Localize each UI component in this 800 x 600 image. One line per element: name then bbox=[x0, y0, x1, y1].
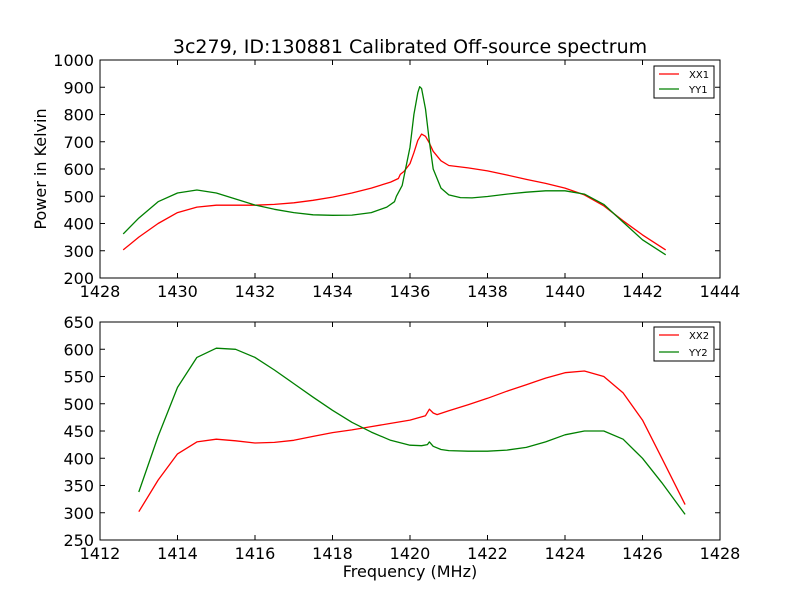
top-x-tick-label: 1440 bbox=[545, 282, 586, 301]
top-y-tick-label: 600 bbox=[63, 160, 94, 179]
top-x-tick-label: 1442 bbox=[622, 282, 663, 301]
bottom-x-tick-label: 1412 bbox=[80, 544, 121, 563]
bottom-y-tick-label: 400 bbox=[63, 449, 94, 468]
top-series-line-xx1 bbox=[122, 133, 667, 251]
top-legend-label-xx1: XX1 bbox=[689, 70, 709, 81]
top-y-tick-label: 900 bbox=[63, 78, 94, 97]
bottom-x-tick-label: 1422 bbox=[467, 544, 508, 563]
top-ticks-layer: 1428 1430 1432 1434 1436 1438 1440 1442 1444 200 3… bbox=[53, 51, 740, 301]
bottom-plot-panel: Frequency (MHz) 1412 1414 1416 1418 1420 1422… bbox=[63, 313, 740, 581]
bottom-y-tick-label: 650 bbox=[63, 313, 94, 332]
figure-title: 3c279, ID:130881 Calibrated Off-source s… bbox=[173, 36, 647, 58]
bottom-legend-label-xx2: XX2 bbox=[689, 331, 709, 342]
bottom-y-tick-label: 300 bbox=[63, 504, 94, 523]
top-x-tick-label: 1444 bbox=[700, 282, 741, 301]
bottom-x-tick-label: 1416 bbox=[235, 544, 276, 563]
bottom-x-tick-label: 1418 bbox=[312, 544, 353, 563]
bottom-ticks-layer: 1412 1414 1416 1418 1420 1422 1424 1426 1428 250 3… bbox=[63, 313, 740, 563]
bottom-x-tick-label: 1414 bbox=[157, 544, 198, 563]
top-x-tick-label: 1438 bbox=[467, 282, 508, 301]
top-x-tick-label: 1436 bbox=[390, 282, 431, 301]
bottom-legend: XX2 YY2 bbox=[653, 326, 715, 362]
bottom-series-line-yy2 bbox=[138, 347, 686, 515]
bottom-legend-label-yy2: YY2 bbox=[688, 348, 708, 359]
top-y-tick-label: 800 bbox=[63, 106, 94, 125]
bottom-y-tick-label: 600 bbox=[63, 340, 94, 359]
top-series-layer bbox=[122, 86, 667, 256]
top-axes-frame bbox=[99, 59, 721, 279]
top-y-tick-label: 300 bbox=[63, 242, 94, 261]
top-y-tick-label: 200 bbox=[63, 269, 94, 288]
top-y-tick-label: 500 bbox=[63, 187, 94, 206]
top-y-tick-label: 1000 bbox=[53, 51, 94, 70]
bottom-series-layer bbox=[138, 347, 686, 515]
top-y-axis-label: Power in Kelvin bbox=[31, 108, 50, 229]
bottom-y-tick-label: 450 bbox=[63, 422, 94, 441]
top-y-tick-label: 400 bbox=[63, 215, 94, 234]
bottom-y-tick-label: 500 bbox=[63, 395, 94, 414]
bottom-axes-frame bbox=[99, 321, 721, 541]
bottom-x-tick-label: 1420 bbox=[390, 544, 431, 563]
top-legend: XX1 YY1 bbox=[653, 65, 715, 99]
top-plot-panel: Power in Kelvin 1428 1430 1432 1434 1436 1438… bbox=[31, 51, 740, 301]
bottom-x-tick-label: 1426 bbox=[622, 544, 663, 563]
top-x-tick-label: 1434 bbox=[312, 282, 353, 301]
bottom-series-line-xx2 bbox=[138, 370, 686, 513]
bottom-x-axis-label: Frequency (MHz) bbox=[343, 562, 477, 581]
top-x-tick-label: 1428 bbox=[80, 282, 121, 301]
bottom-x-tick-label: 1428 bbox=[700, 544, 741, 563]
top-legend-box bbox=[653, 65, 715, 99]
top-x-tick-label: 1432 bbox=[235, 282, 276, 301]
bottom-legend-box bbox=[653, 326, 715, 362]
top-y-tick-label: 700 bbox=[63, 133, 94, 152]
bottom-x-tick-label: 1424 bbox=[545, 544, 586, 563]
top-legend-label-yy1: YY1 bbox=[688, 85, 708, 96]
bottom-y-tick-label: 250 bbox=[63, 531, 94, 550]
top-series-line-yy1 bbox=[122, 86, 667, 256]
top-x-tick-label: 1430 bbox=[157, 282, 198, 301]
bottom-y-tick-label: 550 bbox=[63, 368, 94, 387]
bottom-y-tick-label: 350 bbox=[63, 477, 94, 496]
